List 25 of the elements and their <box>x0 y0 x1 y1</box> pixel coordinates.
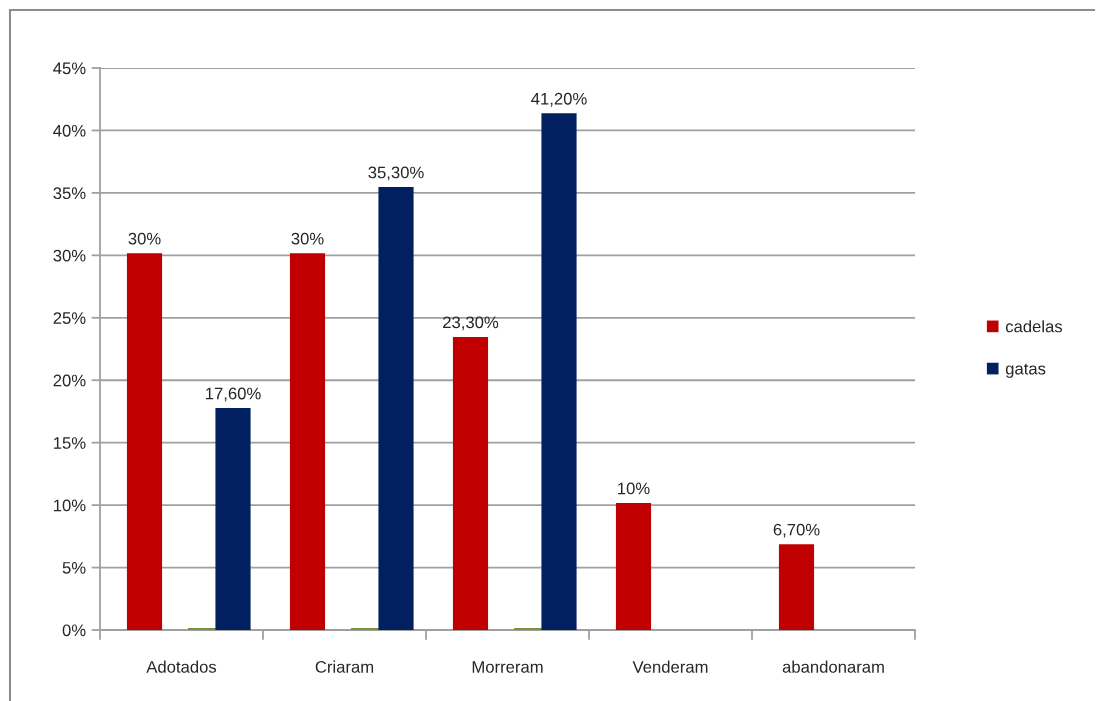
legend-label: cadelas <box>1005 320 1063 333</box>
y-tick-label: 40% <box>53 124 86 137</box>
data-label: 10% <box>618 482 650 495</box>
y-tick-label: 10% <box>54 499 86 512</box>
x-tick-label: Venderam <box>632 660 708 673</box>
data-label: 17,60% <box>206 387 261 402</box>
data-label: 30% <box>291 232 324 245</box>
data-label: 23,30% <box>443 316 499 331</box>
x-tick-label: Adotados <box>146 660 217 673</box>
x-tick-label: Morreram <box>472 661 543 673</box>
x-tick-label: Criaram <box>315 660 374 673</box>
y-tick-label: 35% <box>53 187 86 200</box>
y-tick-label: 45% <box>53 62 86 75</box>
data-label: 30% <box>128 232 161 245</box>
y-tick-label: 20% <box>53 374 86 387</box>
data-label: 41,20% <box>531 92 587 107</box>
y-tick-label: 0% <box>62 624 86 637</box>
y-tick-label: 25% <box>53 312 86 324</box>
y-tick-label: 5% <box>62 562 86 574</box>
x-tick-label: abandonaram <box>782 660 884 673</box>
y-tick-label: 15% <box>54 437 86 449</box>
data-label: 35,30% <box>368 166 424 181</box>
data-label: 6,70% <box>773 523 820 538</box>
legend-label: gatas <box>1005 363 1046 378</box>
y-tick-label: 30% <box>53 249 86 262</box>
